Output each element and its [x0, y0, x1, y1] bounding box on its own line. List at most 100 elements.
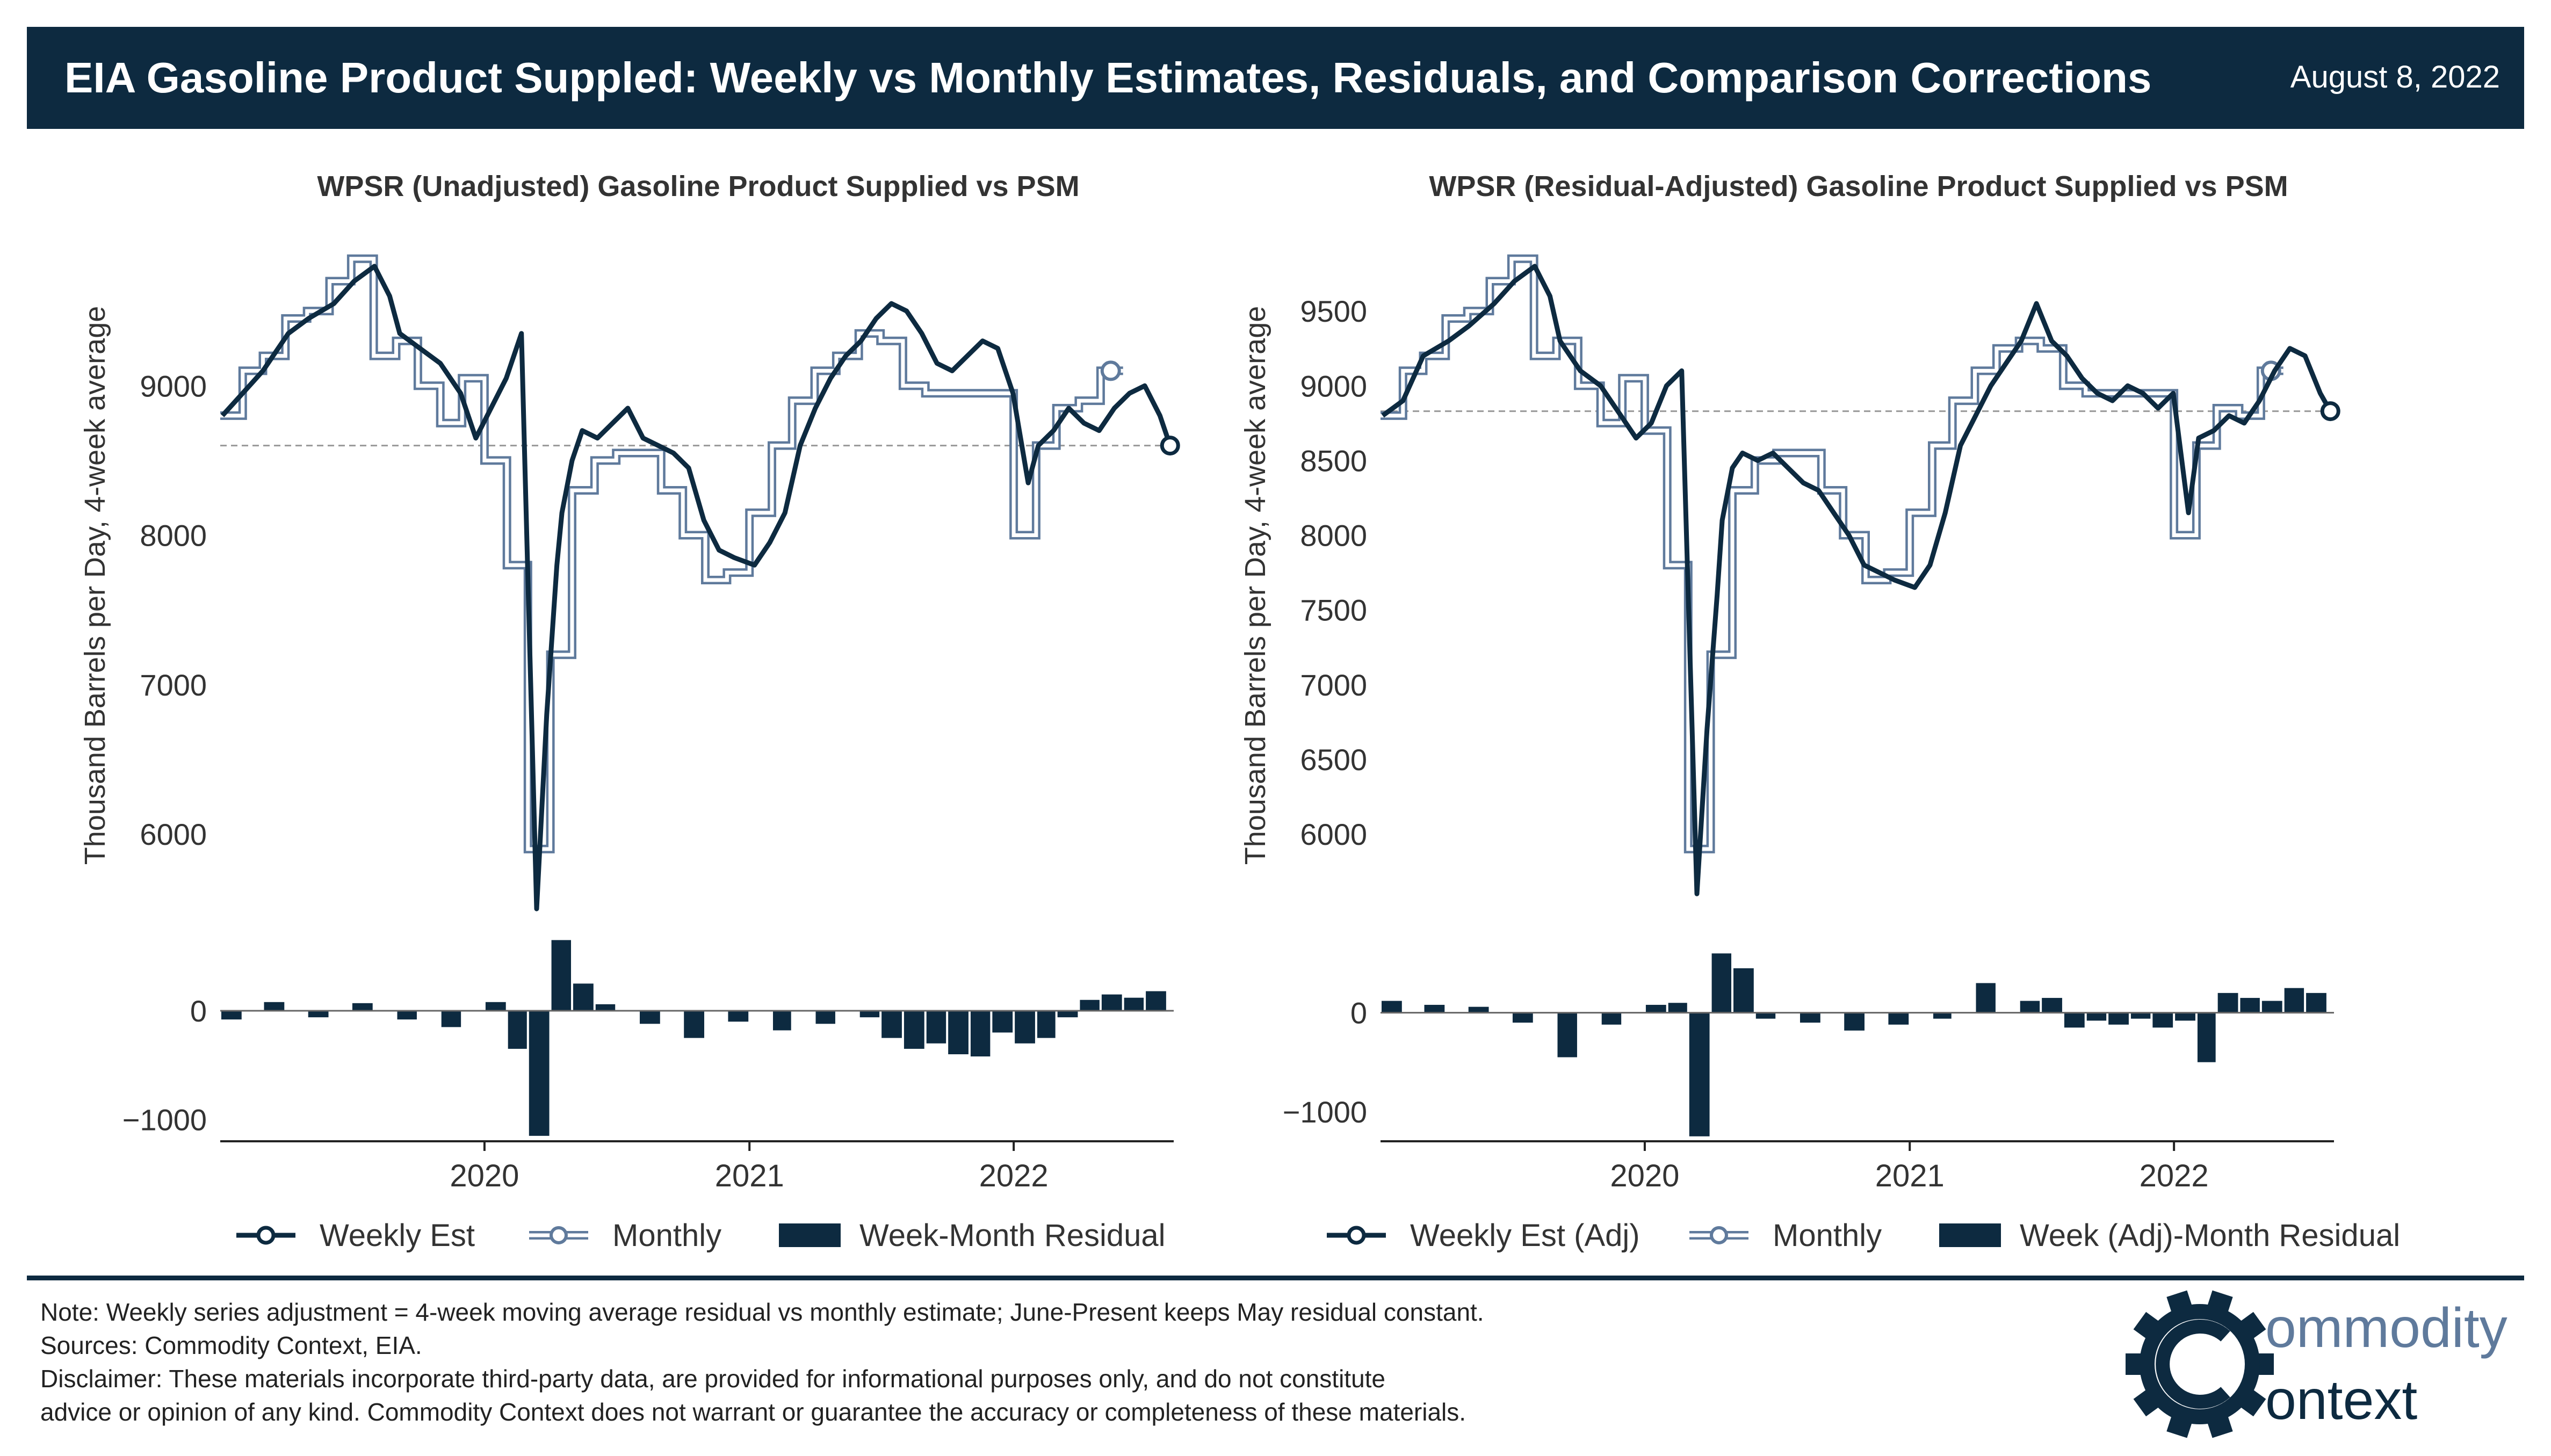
residual-bar: [948, 1011, 969, 1054]
chart-title: WPSR (Unadjusted) Gasoline Product Suppl…: [317, 170, 1079, 202]
residual-bar: [1668, 1003, 1687, 1013]
residual-bar: [2020, 1001, 2040, 1013]
residual-bar: [308, 1011, 329, 1018]
residual-bar: [1933, 1012, 1952, 1019]
residual-bar: [2197, 1012, 2216, 1062]
footer-note: Note: Weekly series adjustment = 4-week …: [40, 1298, 1484, 1326]
y-tick-label: 7500: [1300, 593, 1367, 627]
y-axis-label: Thousand Barrels per Day, 4-week average: [1239, 306, 1271, 865]
residual-bar: [595, 1004, 616, 1011]
x-tick-label: 2021: [715, 1158, 784, 1193]
x-tick-label: 2020: [1610, 1158, 1679, 1193]
residual-bar: [2284, 988, 2304, 1013]
residual-bar: [1101, 994, 1122, 1011]
residual-bar: [221, 1011, 242, 1020]
residual-tick-label: 0: [190, 994, 207, 1028]
y-tick-label: 7000: [140, 668, 207, 702]
residual-bar: [485, 1002, 506, 1011]
weekly-end-marker: [1160, 436, 1180, 456]
residual-bar: [1146, 991, 1166, 1011]
residual-bar: [2306, 993, 2326, 1013]
report-date: August 8, 2022: [2290, 60, 2500, 95]
footer-divider: [27, 1276, 2524, 1280]
residual-bar: [1733, 968, 1754, 1013]
residual-bar: [1601, 1012, 1622, 1025]
residual-bar: [2064, 1012, 2085, 1028]
legend-marker-monthly: [550, 1226, 568, 1244]
residual-bar: [859, 1011, 880, 1018]
residual-bar: [815, 1011, 835, 1024]
residual-bar: [1037, 1011, 1056, 1038]
chart-title: WPSR (Residual-Adjusted) Gasoline Produc…: [1429, 170, 2288, 202]
y-tick-label: 6000: [1300, 817, 1367, 851]
x-tick-label: 2020: [450, 1158, 519, 1193]
weekly-end-marker: [2320, 401, 2340, 422]
weekly-series: [220, 264, 1173, 911]
y-tick-label: 8000: [1300, 519, 1367, 553]
residual-bar: [1557, 1012, 1577, 1057]
residual-bar: [926, 1011, 946, 1044]
residual-bar: [573, 983, 594, 1011]
y-tick-label: 9500: [1300, 294, 1367, 328]
residual-bar: [1057, 1011, 1078, 1018]
residual-bar: [1124, 997, 1144, 1011]
residual-bar: [2261, 1001, 2282, 1013]
residual-bar: [397, 1011, 417, 1020]
residual-bar: [1888, 1012, 1909, 1025]
residual-tick-label: 0: [1350, 996, 1367, 1030]
commodity-context-logo: ommodity ontext: [2126, 1290, 2507, 1438]
residual-bar: [2217, 993, 2238, 1013]
legend-label-monthly: Monthly: [1773, 1218, 1882, 1253]
residual-bar: [1800, 1012, 1820, 1023]
legend-swatch-residual: [1939, 1223, 2001, 1247]
residual-bar: [1711, 953, 1732, 1013]
legend-label-monthly: Monthly: [612, 1218, 721, 1253]
residual-bar: [1755, 1012, 1776, 1019]
residual-bar: [529, 1011, 550, 1136]
residual-bar: [1468, 1006, 1489, 1013]
residual-bar: [1080, 999, 1100, 1011]
legend-label-weekly: Weekly Est: [320, 1218, 475, 1253]
residual-bar: [1844, 1012, 1865, 1031]
residual-bar: [2240, 998, 2260, 1013]
residual-bar: [2086, 1012, 2107, 1021]
residual-bar: [2152, 1012, 2173, 1028]
residual-bar: [264, 1002, 285, 1011]
legend-swatch-residual: [779, 1223, 841, 1247]
legend-marker-weekly: [1347, 1226, 1366, 1245]
monthly-end-marker: [1100, 360, 1121, 381]
footer-disclaimer-1: Disclaimer: These materials incorporate …: [40, 1365, 1386, 1393]
chart-left: WPSR (Unadjusted) Gasoline Product Suppl…: [79, 170, 1180, 1253]
legend-marker-weekly: [256, 1226, 276, 1245]
monthly-series: [1381, 257, 2283, 851]
y-tick-label: 6500: [1300, 743, 1367, 777]
residual-bar: [1424, 1004, 1445, 1013]
y-axis-label: Thousand Barrels per Day, 4-week average: [79, 306, 111, 865]
residual-bar: [728, 1011, 749, 1022]
y-tick-label: 8000: [140, 519, 207, 553]
residual-bar: [441, 1011, 461, 1027]
residual-bar: [2042, 998, 2062, 1013]
y-tick-label: 7000: [1300, 668, 1367, 702]
chart-right: WPSR (Residual-Adjusted) Gasoline Produc…: [1239, 170, 2400, 1253]
residual-bar: [2130, 1012, 2151, 1019]
logo-text-bottom: ontext: [2265, 1369, 2417, 1431]
residual-bar: [508, 1011, 527, 1049]
residual-tick-label: −1000: [122, 1103, 207, 1137]
residual-bar: [2175, 1012, 2195, 1021]
monthly-series-outline: [220, 254, 1123, 853]
residual-bar: [352, 1003, 373, 1011]
y-tick-label: 9000: [1300, 369, 1367, 403]
residual-bar: [684, 1011, 704, 1038]
residual-bar: [970, 1011, 991, 1057]
residual-bar: [1015, 1011, 1035, 1044]
weekly-series: [1381, 264, 2333, 896]
x-tick-label: 2022: [979, 1158, 1049, 1193]
residual-bar: [992, 1011, 1013, 1033]
residual-bar: [904, 1011, 924, 1049]
gear-icon: [2126, 1290, 2274, 1438]
header-banner: EIA Gasoline Product Suppled: Weekly vs …: [27, 27, 2524, 129]
residual-bar: [1382, 1001, 1402, 1013]
residual-bar: [1976, 983, 1996, 1013]
